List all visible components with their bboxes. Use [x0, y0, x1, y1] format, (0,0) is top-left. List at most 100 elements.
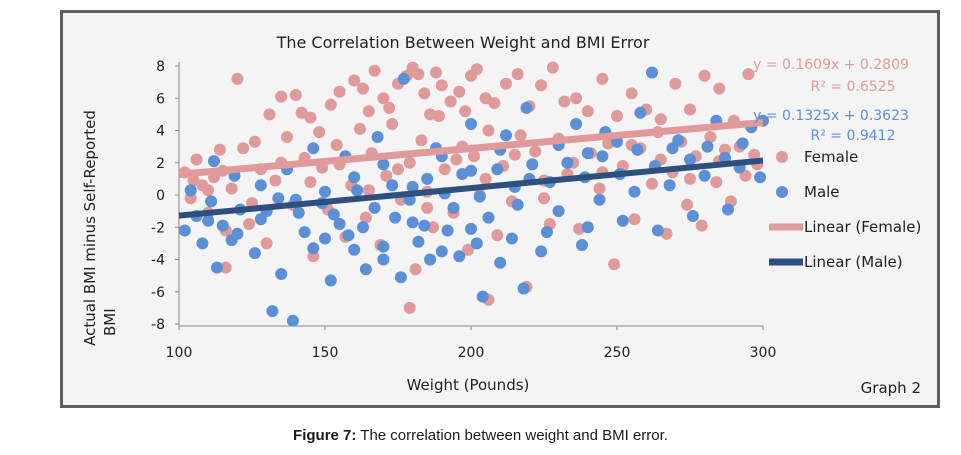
x-tick-label: 100: [166, 345, 193, 361]
male-data-point: [500, 129, 512, 142]
legend-label: Male: [804, 183, 840, 201]
male-data-point: [540, 226, 553, 239]
female-data-point: [348, 74, 361, 87]
male-data-point: [581, 147, 594, 160]
male-data-point: [465, 118, 477, 130]
female-data-point: [295, 106, 308, 119]
male-data-point: [292, 206, 305, 219]
female-data-point: [403, 301, 416, 314]
male-data-point: [386, 179, 399, 192]
y-tick-label: 2: [156, 156, 165, 172]
male-data-point: [447, 201, 460, 214]
female-data-point: [462, 243, 475, 256]
y-axis-label-line1: Actual BMI minus Self-Reported: [81, 110, 99, 346]
female-data-point: [304, 111, 317, 124]
male-data-point: [684, 153, 696, 166]
male-data-point: [494, 256, 507, 269]
x-tick-label: 300: [750, 345, 777, 361]
female-data-point: [368, 64, 381, 77]
y-tick-label: -6: [151, 285, 165, 301]
female-data-point: [558, 95, 571, 108]
male-data-point: [216, 219, 229, 232]
female-data-point: [596, 72, 609, 85]
male-data-point: [570, 118, 583, 130]
male-data-point: [205, 195, 218, 208]
female-data-point: [508, 148, 521, 161]
data-points: [178, 61, 769, 327]
female-data-point: [611, 110, 623, 122]
male-series: [178, 66, 769, 327]
female-data-point: [430, 66, 442, 79]
male-data-point: [470, 237, 483, 250]
male-data-point: [272, 192, 285, 205]
male-data-point: [581, 221, 594, 234]
male-data-point: [663, 179, 676, 192]
male-data-point: [351, 184, 364, 197]
male-data-point: [754, 171, 767, 184]
male-data-point: [453, 250, 466, 263]
female-data-point: [435, 79, 448, 92]
y-tick-label: 4: [156, 124, 165, 140]
female-data-point: [459, 105, 472, 118]
female-data-point: [202, 184, 215, 197]
male-data-point: [628, 185, 641, 198]
male-data-point: [505, 232, 518, 245]
female-data-point: [669, 77, 682, 90]
y-tick-label: -8: [151, 317, 165, 333]
female-data-point: [231, 72, 244, 85]
female-data-point: [695, 219, 708, 232]
female-data-point: [359, 211, 372, 224]
female-data-point: [383, 101, 396, 114]
female-data-point: [357, 82, 369, 95]
female-data-point: [438, 163, 451, 176]
male-data-point: [196, 237, 209, 250]
female-data-point: [432, 110, 445, 122]
male-data-point: [424, 253, 437, 266]
female-data-point: [412, 68, 425, 81]
male-data-point: [371, 131, 384, 143]
female-data-point: [333, 85, 346, 98]
male-data-point: [421, 172, 434, 185]
male-data-point: [348, 243, 361, 256]
x-tick-label: 250: [604, 345, 631, 361]
male-data-point: [357, 221, 369, 234]
male-data-point: [406, 180, 419, 193]
female-data-point: [511, 68, 524, 81]
female-data-point: [386, 118, 399, 130]
female-data-point: [450, 153, 463, 166]
female-data-point: [304, 176, 317, 189]
graph-number-label: Graph 2: [861, 379, 921, 397]
scatter-chart: The Correlation Between Weight and BMI E…: [81, 33, 921, 397]
chart-title: The Correlation Between Weight and BMI E…: [276, 33, 650, 52]
male-data-point: [208, 155, 220, 168]
y-axis-label-line2: BMI: [101, 308, 119, 336]
legend-marker: [776, 186, 788, 198]
female-data-point: [467, 150, 480, 163]
male-data-point: [307, 242, 320, 255]
female-data-point: [330, 139, 343, 151]
female-data-point: [742, 68, 755, 81]
female-data-point: [500, 77, 512, 90]
male-data-point: [254, 179, 267, 192]
male-data-point: [319, 185, 331, 198]
male-data-point: [418, 219, 431, 232]
male-data-point: [701, 140, 714, 153]
male-data-point: [248, 247, 261, 260]
legend-label: Linear (Male): [804, 253, 903, 271]
male-data-point: [651, 224, 664, 237]
female-data-point: [263, 108, 276, 121]
male-data-point: [307, 142, 320, 155]
male-data-point: [377, 253, 390, 266]
y-tick-label: 8: [156, 59, 165, 75]
male-data-point: [275, 268, 288, 280]
male-data-point: [593, 193, 606, 206]
female-data-point: [260, 237, 273, 250]
male-data-point: [517, 282, 530, 295]
male-data-point: [377, 158, 390, 171]
female-data-point: [710, 176, 723, 189]
y-axis-label: Actual BMI minus Self-Reported BMI: [81, 110, 119, 346]
female-data-point: [377, 92, 390, 105]
female-data-point: [748, 148, 761, 161]
female-data-point: [453, 85, 466, 98]
